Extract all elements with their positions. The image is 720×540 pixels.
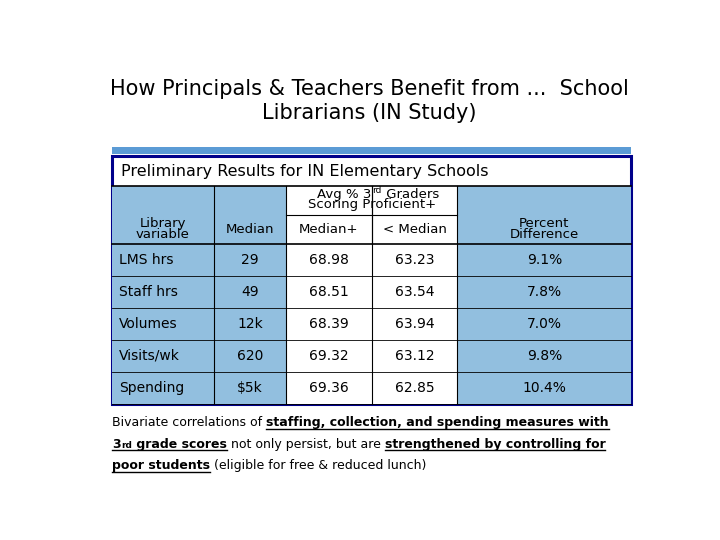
Text: 63.94: 63.94 (395, 317, 434, 331)
Text: Median: Median (225, 224, 274, 237)
Text: not only persist, but are: not only persist, but are (227, 438, 384, 451)
Bar (112, 156, 631, 404)
Text: $5k: $5k (237, 381, 263, 395)
Text: 63.12: 63.12 (395, 349, 434, 363)
Text: 69.32: 69.32 (309, 349, 348, 363)
Text: Library: Library (140, 217, 186, 230)
Text: 49: 49 (241, 285, 258, 299)
Text: strengthened by controlling for: strengthened by controlling for (384, 438, 606, 451)
Bar (286, 340, 457, 372)
Text: 620: 620 (237, 349, 263, 363)
Text: Median+: Median+ (300, 224, 359, 237)
Text: 7.8%: 7.8% (527, 285, 562, 299)
Bar (112, 147, 631, 154)
Bar (286, 372, 457, 404)
Text: Scoring Proficient+: Scoring Proficient+ (307, 198, 436, 212)
Text: variable: variable (136, 227, 190, 240)
Text: poor students: poor students (112, 460, 210, 472)
Bar (112, 276, 631, 308)
Text: Staff hrs: Staff hrs (119, 285, 178, 299)
Text: 68.39: 68.39 (309, 317, 349, 331)
Bar (286, 276, 457, 308)
Text: 69.36: 69.36 (309, 381, 349, 395)
Text: 62.85: 62.85 (395, 381, 434, 395)
Text: < Median: < Median (382, 224, 446, 237)
Text: 10.4%: 10.4% (523, 381, 566, 395)
Bar (286, 245, 457, 276)
Text: Difference: Difference (510, 227, 579, 240)
Bar (286, 186, 457, 215)
Text: Avg % 3: Avg % 3 (318, 187, 372, 201)
Text: 9.8%: 9.8% (527, 349, 562, 363)
Text: Graders: Graders (382, 187, 439, 201)
Text: 63.54: 63.54 (395, 285, 434, 299)
Bar (112, 308, 631, 340)
Text: Preliminary Results for IN Elementary Schools: Preliminary Results for IN Elementary Sc… (121, 164, 488, 179)
Text: How Principals & Teachers Benefit from ...  School
Librarians (IN Study): How Principals & Teachers Benefit from .… (109, 79, 629, 123)
Text: 9.1%: 9.1% (527, 253, 562, 267)
Text: 7.0%: 7.0% (527, 317, 562, 331)
Text: Visits/wk: Visits/wk (119, 349, 180, 363)
Bar (112, 186, 631, 245)
Text: 3: 3 (112, 438, 121, 451)
Bar (112, 340, 631, 372)
Text: Percent: Percent (519, 217, 570, 230)
Text: Volumes: Volumes (119, 317, 178, 331)
Text: (eligible for free & reduced lunch): (eligible for free & reduced lunch) (210, 460, 427, 472)
Bar (112, 245, 631, 276)
Text: grade scores: grade scores (132, 438, 227, 451)
Text: 12k: 12k (237, 317, 263, 331)
Text: LMS hrs: LMS hrs (119, 253, 174, 267)
Text: 29: 29 (241, 253, 258, 267)
Text: 68.98: 68.98 (309, 253, 349, 267)
Bar (112, 372, 631, 404)
Text: Spending: Spending (119, 381, 184, 395)
Text: Bivariate correlations of: Bivariate correlations of (112, 416, 266, 429)
Bar (286, 215, 457, 245)
Text: 68.51: 68.51 (309, 285, 349, 299)
Text: staffing, collection, and spending measures with: staffing, collection, and spending measu… (266, 416, 609, 429)
Text: 63.23: 63.23 (395, 253, 434, 267)
Bar (286, 308, 457, 340)
Text: rd: rd (372, 186, 381, 195)
Text: rd: rd (121, 441, 132, 450)
